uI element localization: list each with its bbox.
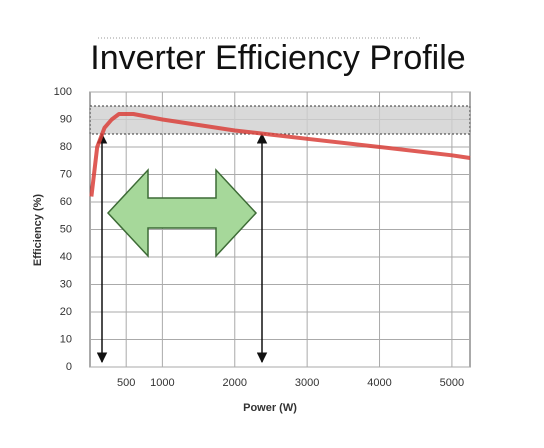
chart-title: Inverter Efficiency Profile: [90, 39, 465, 77]
x-tick-label: 4000: [367, 377, 391, 389]
y-tick-label: 90: [60, 113, 72, 125]
y-tick-label: 20: [60, 306, 72, 318]
y-tick-label: 70: [60, 168, 72, 180]
y-axis-label: Efficiency (%): [32, 194, 44, 266]
x-tick-label: 3000: [295, 377, 319, 389]
y-tick-label: 100: [54, 86, 72, 98]
y-tick-label: 60: [60, 196, 72, 208]
x-tick-label: 1000: [150, 377, 174, 389]
efficiency-line: [89, 112, 471, 197]
y-tick-label: 0: [66, 361, 72, 373]
y-tick-label: 30: [60, 278, 72, 290]
x-tick-label: 5000: [440, 377, 464, 389]
peak-band: [89, 105, 471, 135]
x-axis-label: Power (W): [243, 402, 297, 414]
range-arrow: [106, 168, 258, 258]
y-tick-label: 40: [60, 251, 72, 263]
y-tick-label: 80: [60, 141, 72, 153]
y-tick-label: 50: [60, 223, 72, 235]
y-tick-label: 10: [60, 333, 72, 345]
x-tick-label: 2000: [223, 377, 247, 389]
x-tick-label: 500: [117, 377, 135, 389]
